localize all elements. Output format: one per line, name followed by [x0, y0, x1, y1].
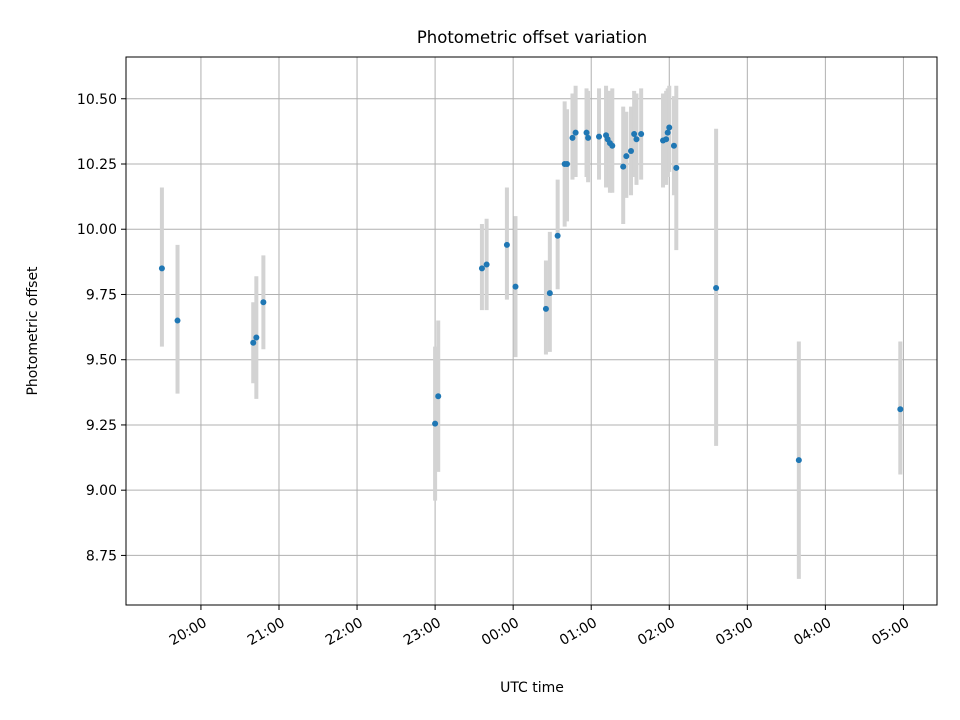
data-point — [713, 284, 720, 291]
data-point — [664, 129, 671, 136]
data-point — [564, 160, 571, 167]
y-tick-label: 9.25 — [86, 418, 117, 434]
data-point — [503, 241, 510, 248]
y-tick-label: 9.00 — [86, 483, 117, 499]
data-point — [158, 265, 165, 272]
data-point — [478, 265, 485, 272]
y-tick-label: 10.50 — [77, 92, 117, 108]
data-point — [432, 420, 439, 427]
data-point — [174, 317, 181, 324]
data-point — [554, 232, 561, 239]
data-point — [897, 406, 904, 413]
grid-lines — [126, 57, 937, 605]
y-axis-ticks: 8.75 9.00 9.25 9.50 9.75 10.00 10.25 10.50 — [77, 92, 126, 564]
data-point — [483, 261, 490, 268]
data-point — [260, 299, 267, 306]
data-point — [633, 136, 640, 143]
data-point — [631, 130, 638, 137]
data-point — [572, 129, 579, 136]
y-tick-label: 9.75 — [86, 287, 117, 303]
data-point — [596, 133, 603, 140]
y-axis-label: Photometric offset — [25, 266, 41, 396]
data-point — [609, 142, 616, 149]
data-point — [620, 163, 627, 170]
data-point — [569, 134, 576, 141]
y-tick-label: 10.25 — [77, 157, 117, 173]
data-point — [585, 134, 592, 141]
y-tick-label: 9.50 — [86, 353, 117, 369]
data-point — [670, 142, 677, 149]
data-point — [795, 457, 802, 464]
data-point — [542, 305, 549, 312]
data-point — [583, 129, 590, 136]
data-points — [158, 124, 904, 464]
data-point — [435, 393, 442, 400]
data-point — [663, 136, 670, 143]
data-point — [666, 124, 673, 131]
plot-frame — [125, 56, 938, 606]
data-point — [673, 164, 680, 171]
data-point — [512, 283, 519, 290]
data-point — [253, 334, 260, 341]
data-point — [250, 339, 257, 346]
chart-title: Photometric offset variation — [417, 28, 647, 47]
data-point — [546, 290, 553, 297]
y-tick-label: 8.75 — [86, 548, 117, 564]
y-tick-label: 10.00 — [77, 222, 117, 238]
data-point — [638, 130, 645, 137]
x-axis-label: UTC time — [500, 680, 564, 696]
data-point — [623, 153, 630, 160]
data-point — [628, 147, 635, 154]
